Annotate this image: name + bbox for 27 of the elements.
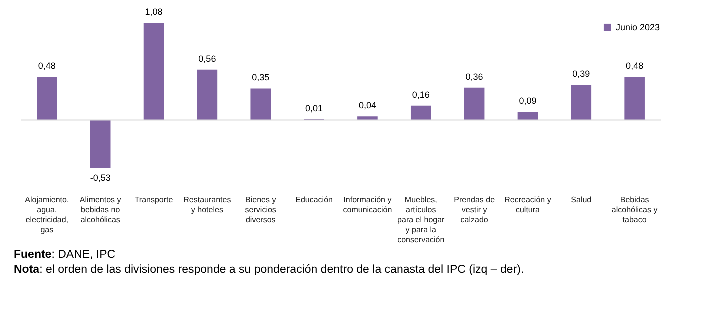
data-label: 0,48 bbox=[38, 61, 56, 72]
x-tick-label: Recreación y cultura bbox=[504, 196, 552, 214]
x-tick-label: Alojamiento, agua, electricidad, gas bbox=[25, 196, 70, 234]
data-label: 0,16 bbox=[412, 90, 430, 100]
data-label: 1,08 bbox=[145, 7, 163, 17]
x-tick-label: Bienes y servicios diversos bbox=[245, 196, 276, 224]
data-label: 0,35 bbox=[252, 72, 270, 83]
x-tick-label: Muebles, artículos para el hogar y para la conservación bbox=[398, 196, 446, 244]
text: Nota: el orden de las divisiones responde a su ponderación dentro de la canasta del IPC (izq – der). bbox=[14, 263, 526, 278]
data-label: 0,09 bbox=[519, 96, 537, 106]
x-tick-label: Educación bbox=[296, 196, 333, 204]
x-tick-label: Salud bbox=[571, 196, 592, 204]
x-tick-label: Transporte bbox=[134, 196, 174, 204]
data-label: -0,53 bbox=[90, 173, 111, 183]
legend-label: Junio 2023 bbox=[616, 22, 660, 32]
data-label: 0,04 bbox=[358, 100, 376, 111]
x-tick-label: Restaurantes y hoteles bbox=[184, 196, 232, 214]
source-note: Fuente: DANE, IPC bbox=[14, 248, 117, 263]
data-label: 0,56 bbox=[198, 54, 216, 64]
data-label: 0,36 bbox=[466, 72, 484, 82]
x-tick-label: Bebidas alcohólicas y tabaco bbox=[612, 196, 658, 224]
data-label: 0,39 bbox=[572, 69, 590, 80]
x-tick-label: Alimentos y bebidas no alcohólicas bbox=[80, 196, 122, 224]
data-label: 0,01 bbox=[306, 103, 324, 114]
data-label: 0,48 bbox=[626, 61, 644, 72]
x-tick-label: Prendas de vestir y calzado bbox=[454, 196, 496, 224]
x-tick-label: Información y comunicación bbox=[343, 196, 392, 214]
